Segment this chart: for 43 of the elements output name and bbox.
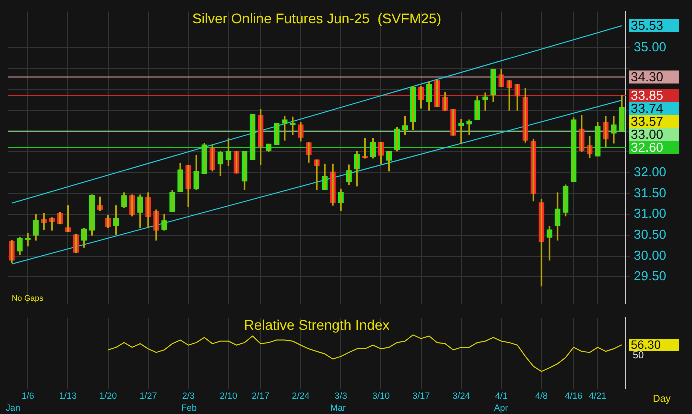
candlestick — [450, 109, 456, 136]
text: Jan — [6, 403, 21, 413]
text: Feb — [182, 403, 198, 413]
x-tick-label: 1/27 — [140, 391, 158, 402]
x-tick-label: 3/17 — [412, 391, 430, 402]
text: Mar — [330, 403, 346, 413]
x-tick-label: 3/24 — [452, 391, 470, 402]
y-tick-label: 31.00 — [634, 206, 667, 222]
x-tick-label: 4/8 — [535, 391, 548, 402]
y-tick-label: 30.00 — [634, 248, 667, 263]
ref-line-label: 34.30 — [631, 69, 664, 84]
y-tick-label: 30.50 — [634, 227, 667, 242]
x-tick-label: 3/3 — [334, 391, 348, 402]
y-tick-label: 29.50 — [634, 268, 667, 284]
ref-line-label: 32.60 — [631, 140, 664, 156]
x-tick-label: 2/3 — [182, 391, 195, 402]
annotation: No Gaps — [12, 294, 44, 304]
text: Apr — [494, 403, 508, 413]
x-tick-label: 2/17 — [252, 391, 270, 402]
text: Day — [653, 394, 671, 405]
candlestick — [250, 114, 256, 160]
text: 33.57 — [631, 114, 664, 130]
data-label: 33.74 — [631, 101, 664, 116]
y-tick-label: 32.00 — [634, 164, 667, 180]
x-tick-label: 4/16 — [565, 391, 583, 402]
x-tick-label: 1/20 — [100, 391, 118, 402]
ref-line-label: 33.85 — [631, 88, 664, 104]
y-tick-label: 35.00 — [634, 40, 667, 55]
x-tick-label: 4/1 — [495, 391, 508, 402]
ref-line-label: 33.00 — [631, 127, 664, 142]
x-tick-label: 2/10 — [220, 391, 238, 402]
y-tick-label: 31.50 — [634, 185, 667, 200]
x-tick-label: 4/21 — [589, 391, 607, 402]
text: 56.30 — [631, 338, 662, 352]
x-tick-label: 1/6 — [22, 391, 34, 402]
data-label: 35.53 — [631, 18, 664, 34]
candlestick — [274, 123, 280, 146]
x-tick-label: 2/24 — [292, 391, 310, 402]
x-tick-label: 1/13 — [59, 391, 77, 402]
x-tick-label: 3/10 — [372, 391, 390, 402]
chart-title: Relative Strength Index — [244, 316, 390, 333]
chart-title: Silver Online Futures Jun-25 (SVFM25) — [192, 10, 442, 27]
text: 50 — [633, 350, 645, 362]
